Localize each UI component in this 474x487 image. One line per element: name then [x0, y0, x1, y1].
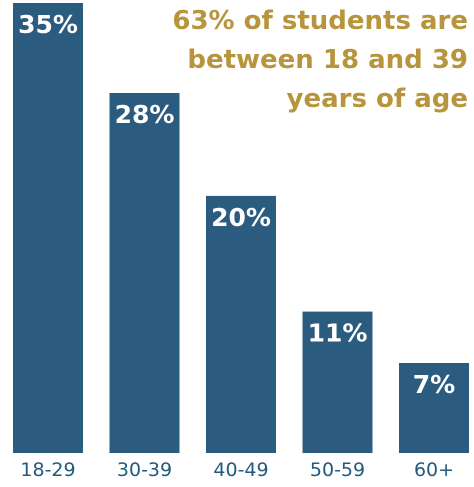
bar-value-label: 7%	[413, 370, 455, 399]
x-tick-label: 30-39	[117, 459, 172, 481]
bar-30-39	[109, 93, 180, 453]
bar-value-label: 35%	[18, 10, 78, 39]
headline-line-2: between 18 and 39	[187, 45, 468, 75]
bar-value-labels: 35% 28% 20% 11% 7%	[18, 10, 455, 399]
x-tick-label: 50-59	[310, 459, 365, 481]
bar-18-29	[13, 3, 83, 453]
x-tick-label: 40-49	[213, 459, 268, 481]
bar-value-label: 11%	[308, 319, 368, 348]
bar-value-label: 20%	[211, 203, 271, 232]
headline: 63% of students are between 18 and 39 ye…	[148, 2, 468, 119]
bar-50-59	[302, 311, 373, 453]
bar-40-49	[206, 195, 276, 453]
x-tick-label: 60+	[414, 459, 454, 481]
headline-line-1: 63% of students are	[172, 6, 468, 36]
x-axis-tick-labels: 18-29 30-39 40-49 50-59 60+	[20, 459, 454, 481]
bar-60+	[399, 363, 469, 453]
x-tick-label: 18-29	[20, 459, 75, 481]
headline-line-3: years of age	[286, 84, 469, 114]
bar-value-label: 28%	[115, 100, 175, 129]
bars-group	[13, 3, 469, 453]
